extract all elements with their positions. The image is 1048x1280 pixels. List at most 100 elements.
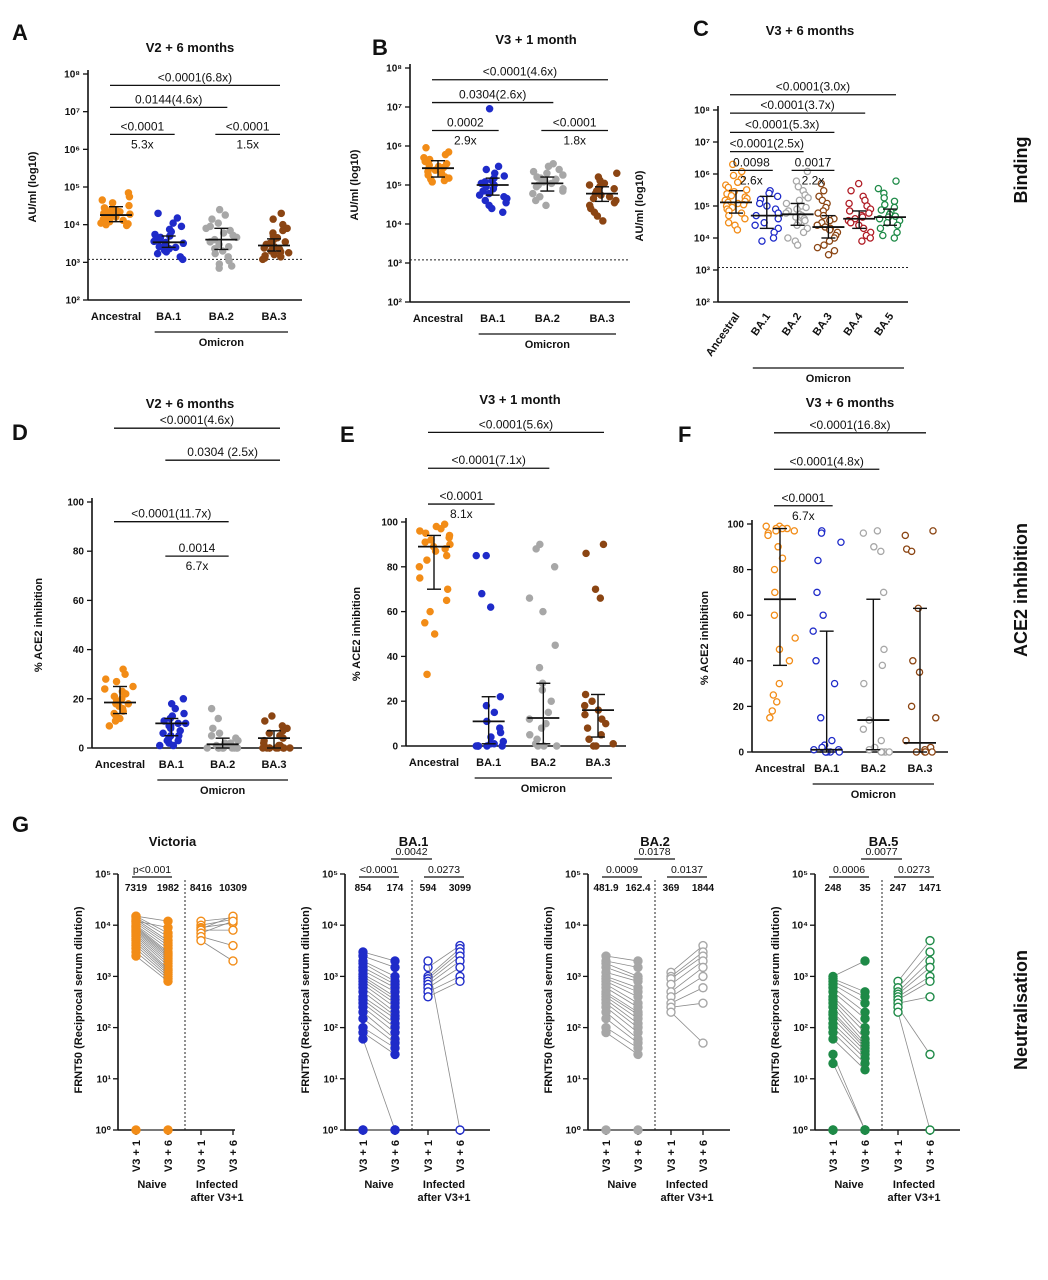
- median-value: 369: [663, 883, 680, 894]
- data-point-naive: [163, 922, 173, 933]
- group-label-F: Omicron: [851, 789, 897, 801]
- data-point-BA.2: [215, 264, 223, 272]
- comparison-fold: 6.7x: [186, 559, 209, 573]
- paired-line-naive: [135, 942, 169, 973]
- paired-line-infected: [670, 987, 704, 1004]
- paired-line-infected: [427, 955, 461, 982]
- paired-line-naive: [605, 981, 639, 998]
- data-point-BA.1: [837, 538, 845, 546]
- paired-line-infected: [427, 967, 461, 989]
- y-tick-label-G: 10³: [97, 972, 112, 983]
- data-point-Ancestral: [773, 698, 781, 706]
- data-point-naive: [828, 1034, 838, 1044]
- x-tick-label-C: BA.1: [749, 311, 773, 338]
- data-point-BA.2: [544, 708, 553, 717]
- data-point-BA.1: [494, 162, 503, 171]
- comparison-pvalue: p<0.001: [133, 864, 171, 876]
- data-point-BA.3: [599, 540, 608, 549]
- x-tick-label-G: V3 + 1: [666, 1140, 678, 1172]
- data-point-BA.2: [529, 189, 537, 198]
- x-tick-label-D: Ancestral: [95, 759, 145, 771]
- data-point-Ancestral: [416, 574, 424, 582]
- paired-line-naive: [135, 926, 169, 953]
- paired-line-naive: [135, 929, 169, 958]
- y-tick-label-E: 20: [387, 697, 399, 708]
- paired-line-naive: [605, 999, 639, 1024]
- data-point-BA.1: [830, 679, 839, 688]
- data-point-Ancestral: [733, 178, 742, 187]
- panel-title-A: V2 + 6 months: [146, 40, 235, 55]
- comparison-fold: 1.8x: [563, 133, 586, 147]
- x-tick-label-G: V3 + 1: [423, 1140, 435, 1172]
- paired-line-infected: [897, 967, 931, 995]
- data-point-BA.3: [824, 250, 833, 259]
- paired-line-naive: [605, 1011, 639, 1040]
- panel-label-E: E: [340, 422, 355, 447]
- median-value: 854: [355, 883, 372, 894]
- paired-line-infected: [670, 976, 704, 998]
- data-point-BA.1: [814, 556, 822, 565]
- data-point-Ancestral: [742, 186, 751, 194]
- y-tick-label-E: 80: [387, 562, 399, 573]
- y-tick-label-F: 20: [733, 702, 745, 713]
- y-axis-label-G: FRNT50 (Reciprocal serum dilution): [73, 906, 85, 1093]
- data-point-naive: [131, 1125, 141, 1135]
- x-tick-label-G: V3 + 6: [228, 1140, 240, 1172]
- subplot-title: BA.2: [640, 834, 670, 849]
- paired-line-naive: [362, 999, 396, 1024]
- comparison-pvalue: 0.0304(2.6x): [459, 88, 526, 102]
- data-point-BA.2: [215, 240, 223, 249]
- data-point-BA.1: [169, 741, 178, 750]
- paired-line-naive: [362, 973, 396, 993]
- data-point-naive: [828, 1049, 838, 1060]
- comparison-pvalue: 0.0098: [733, 155, 770, 169]
- y-tick-label-D: 20: [73, 694, 85, 705]
- paired-line-naive: [135, 922, 169, 946]
- data-point-BA.2: [870, 543, 878, 551]
- data-point-BA.2: [532, 183, 541, 191]
- data-point-BA.2: [885, 748, 894, 756]
- x-tick-label-G: V3 + 1: [601, 1140, 613, 1172]
- data-point-Ancestral: [768, 707, 777, 715]
- panel-title-B: V3 + 1 month: [495, 32, 576, 47]
- paired-line-naive: [605, 996, 639, 1019]
- data-point-BA.3: [907, 702, 916, 711]
- paired-line-naive: [832, 999, 866, 1033]
- paired-line-naive: [832, 1063, 866, 1131]
- data-point-naive: [633, 1125, 643, 1135]
- data-point-Ancestral: [770, 565, 779, 574]
- data-point-Ancestral: [766, 714, 774, 722]
- data-point-infected: [228, 925, 238, 935]
- data-point-infected: [925, 962, 935, 973]
- paired-line-naive: [832, 987, 866, 1013]
- data-point-BA.2: [784, 234, 792, 242]
- data-point-BA.3: [817, 179, 826, 188]
- data-point-BA.1: [153, 249, 162, 258]
- data-point-BA.2: [234, 736, 242, 745]
- group-label-infected: Infected: [666, 1179, 708, 1191]
- group-label-A: Omicron: [199, 337, 245, 349]
- y-tick-label-C: 10⁵: [694, 202, 710, 213]
- y-tick-label-C: 10²: [696, 298, 711, 309]
- paired-line-infected: [427, 960, 461, 1131]
- comparison-pvalue: <0.0001(3.0x): [776, 80, 850, 94]
- data-point-BA.2: [547, 697, 555, 705]
- data-point-BA.3: [268, 712, 276, 720]
- data-point-BA.2: [532, 545, 540, 553]
- data-point-BA.1: [150, 237, 158, 246]
- median-value: 1471: [919, 883, 942, 894]
- paired-line-naive: [362, 996, 396, 1019]
- data-point-BA.2: [538, 686, 547, 694]
- paired-line-naive: [605, 955, 639, 962]
- data-point-BA.1: [472, 551, 481, 560]
- data-point-BA.5: [890, 197, 899, 206]
- paired-line-naive: [605, 971, 639, 982]
- data-point-infected: [228, 956, 238, 966]
- data-point-BA.1: [481, 196, 490, 205]
- paired-line-naive: [135, 920, 169, 928]
- comparison-pvalue: 0.0304 (2.5x): [187, 445, 258, 459]
- paired-line-infected: [670, 960, 704, 985]
- comparison-pvalue: <0.0001: [360, 864, 398, 876]
- data-point-naive: [860, 1065, 870, 1075]
- paired-line-naive: [605, 1018, 639, 1044]
